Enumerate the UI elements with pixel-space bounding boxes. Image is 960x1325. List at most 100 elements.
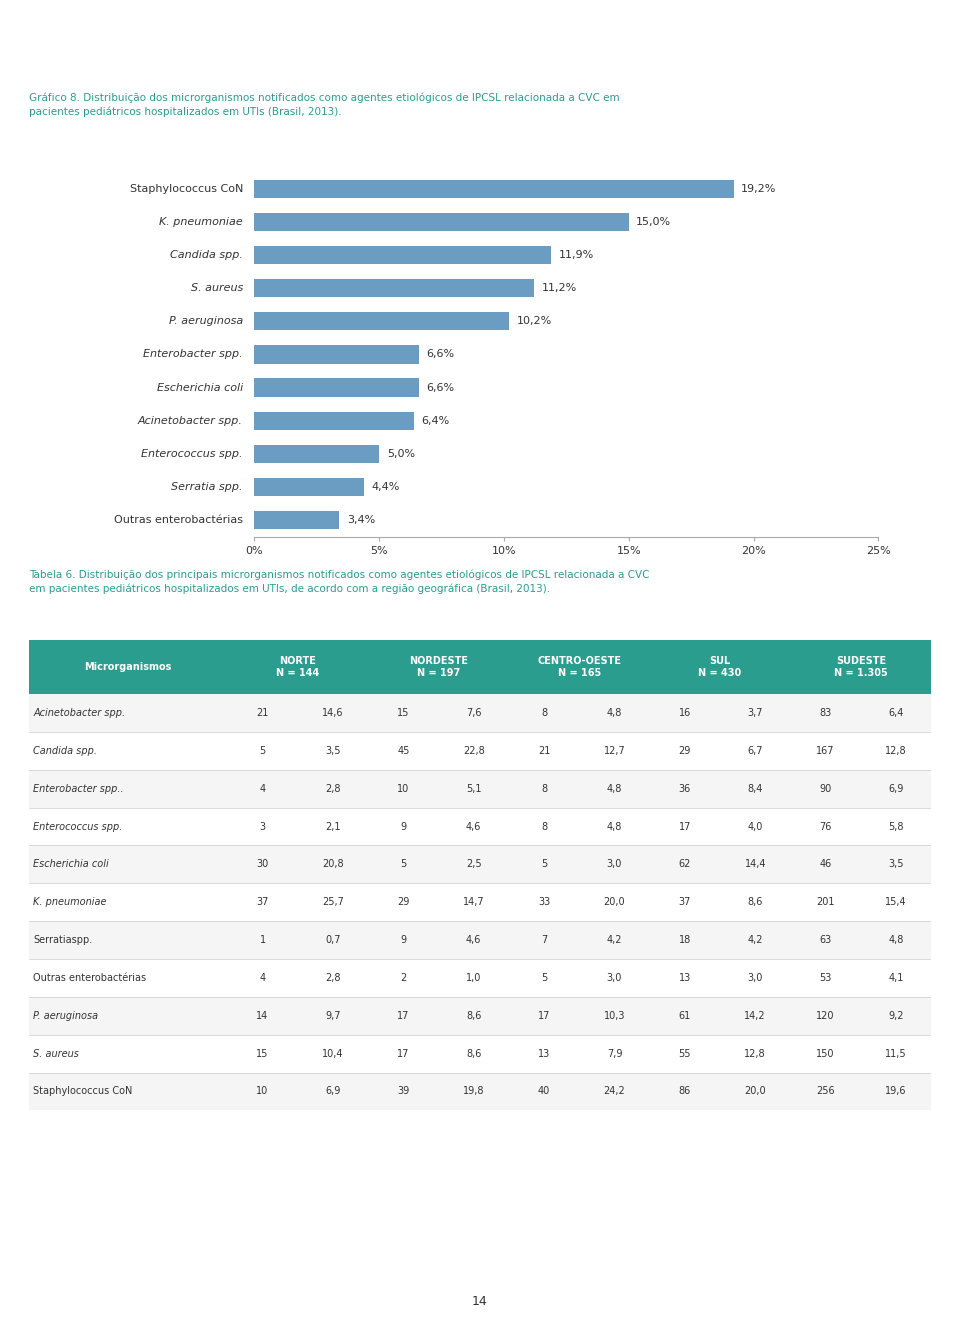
Text: 14: 14 [472,1295,488,1308]
Bar [29,921,931,959]
Text: 19,2%: 19,2% [741,184,777,193]
Text: Boletim Informativo: Boletim Informativo [29,25,168,37]
Text: 5: 5 [259,746,266,755]
Text: 55: 55 [679,1048,691,1059]
Text: 256: 256 [816,1086,835,1096]
Text: 25,7: 25,7 [322,897,344,908]
Text: 3,7: 3,7 [748,708,763,718]
Text: Outras enterobactérias: Outras enterobactérias [114,515,243,525]
Text: 21: 21 [538,746,550,755]
Text: 2: 2 [400,973,406,983]
Bar [29,996,931,1035]
Text: Gráfico 8. Distribuição dos microrganismos notificados como agentes etiológicos : Gráfico 8. Distribuição dos microrganism… [29,93,619,117]
Text: 3,5: 3,5 [325,746,341,755]
Text: 3,0: 3,0 [607,973,622,983]
Text: 4,0: 4,0 [748,822,763,832]
Text: 8: 8 [541,708,547,718]
Bar [254,511,339,529]
Text: 2,8: 2,8 [325,783,341,794]
Text: 4,8: 4,8 [607,822,622,832]
Text: 29: 29 [397,897,410,908]
Bar [254,280,534,297]
Text: Candida spp.: Candida spp. [34,746,97,755]
Text: 0,7: 0,7 [325,935,341,945]
Text: 4,8: 4,8 [607,708,622,718]
Text: Candida spp.: Candida spp. [170,250,243,260]
Text: 3,0: 3,0 [607,860,622,869]
Text: 3,5: 3,5 [888,860,903,869]
Text: 33: 33 [538,897,550,908]
Text: 5,1: 5,1 [466,783,481,794]
Bar [254,478,364,496]
Text: 9,2: 9,2 [888,1011,903,1020]
Text: 5,8: 5,8 [888,822,903,832]
Text: P. aeruginosa: P. aeruginosa [34,1011,99,1020]
Text: 17: 17 [397,1011,410,1020]
Text: 11,9%: 11,9% [559,250,594,260]
Text: 3,0: 3,0 [748,973,763,983]
Text: 22,8: 22,8 [463,746,485,755]
Text: 17: 17 [397,1048,410,1059]
Text: Escherichia coli: Escherichia coli [156,383,243,392]
Text: 8,6: 8,6 [466,1048,481,1059]
Bar [29,808,931,845]
Text: 14,4: 14,4 [745,860,766,869]
Text: 6,6%: 6,6% [426,383,455,392]
Text: 8,4: 8,4 [748,783,763,794]
Text: 120: 120 [816,1011,835,1020]
Text: 9: 9 [400,935,406,945]
Text: 3,4%: 3,4% [347,515,375,525]
Text: 9,7: 9,7 [325,1011,341,1020]
Text: 15: 15 [397,708,410,718]
Text: 167: 167 [816,746,835,755]
Text: 13: 13 [538,1048,550,1059]
Text: Enterococcus spp.: Enterococcus spp. [34,822,123,832]
Text: K. pneumoniae: K. pneumoniae [159,217,243,227]
Text: 21: 21 [256,708,269,718]
Text: 9: 9 [400,822,406,832]
Bar [29,1072,931,1110]
Text: 7,9: 7,9 [607,1048,622,1059]
Text: 4,2: 4,2 [607,935,622,945]
Bar [29,640,931,694]
Text: 4,8: 4,8 [607,783,622,794]
Text: 63: 63 [820,935,831,945]
Text: 20,8: 20,8 [323,860,344,869]
Text: 19,6: 19,6 [885,1086,907,1096]
Text: 11,2%: 11,2% [541,284,577,293]
Text: 5,0%: 5,0% [387,449,415,458]
Text: 6,9: 6,9 [888,783,903,794]
Bar [29,770,931,808]
Text: 17: 17 [679,822,691,832]
Text: 6,4%: 6,4% [421,416,450,425]
Text: 6,9: 6,9 [325,1086,341,1096]
Text: 2,1: 2,1 [325,822,341,832]
Text: 30: 30 [256,860,269,869]
Text: SUL
N = 430: SUL N = 430 [699,656,742,678]
Text: 61: 61 [679,1011,691,1020]
Text: 4,6: 4,6 [466,935,481,945]
Text: Enterococcus spp.: Enterococcus spp. [141,449,243,458]
Text: 76: 76 [820,822,831,832]
Text: Acinetobacter spp.: Acinetobacter spp. [34,708,126,718]
Text: 8: 8 [541,822,547,832]
Text: 11,5: 11,5 [885,1048,907,1059]
Text: K. pneumoniae: K. pneumoniae [34,897,107,908]
Text: Enterobacter spp.: Enterobacter spp. [143,350,243,359]
Text: 4: 4 [259,973,266,983]
Text: 14,6: 14,6 [323,708,344,718]
Bar [29,1035,931,1072]
Text: 90: 90 [820,783,831,794]
Text: 13: 13 [679,973,691,983]
Text: 40: 40 [538,1086,550,1096]
Text: 53: 53 [820,973,831,983]
Text: NORTE
N = 144: NORTE N = 144 [276,656,320,678]
Text: 15,4: 15,4 [885,897,907,908]
Text: CENTRO-OESTE
N = 165: CENTRO-OESTE N = 165 [538,656,621,678]
Text: 14,2: 14,2 [744,1011,766,1020]
Text: 7,6: 7,6 [466,708,481,718]
Text: S. aureus: S. aureus [34,1048,79,1059]
Bar [254,346,420,363]
Text: 46: 46 [820,860,831,869]
Text: SUDESTE
N = 1.305: SUDESTE N = 1.305 [834,656,888,678]
